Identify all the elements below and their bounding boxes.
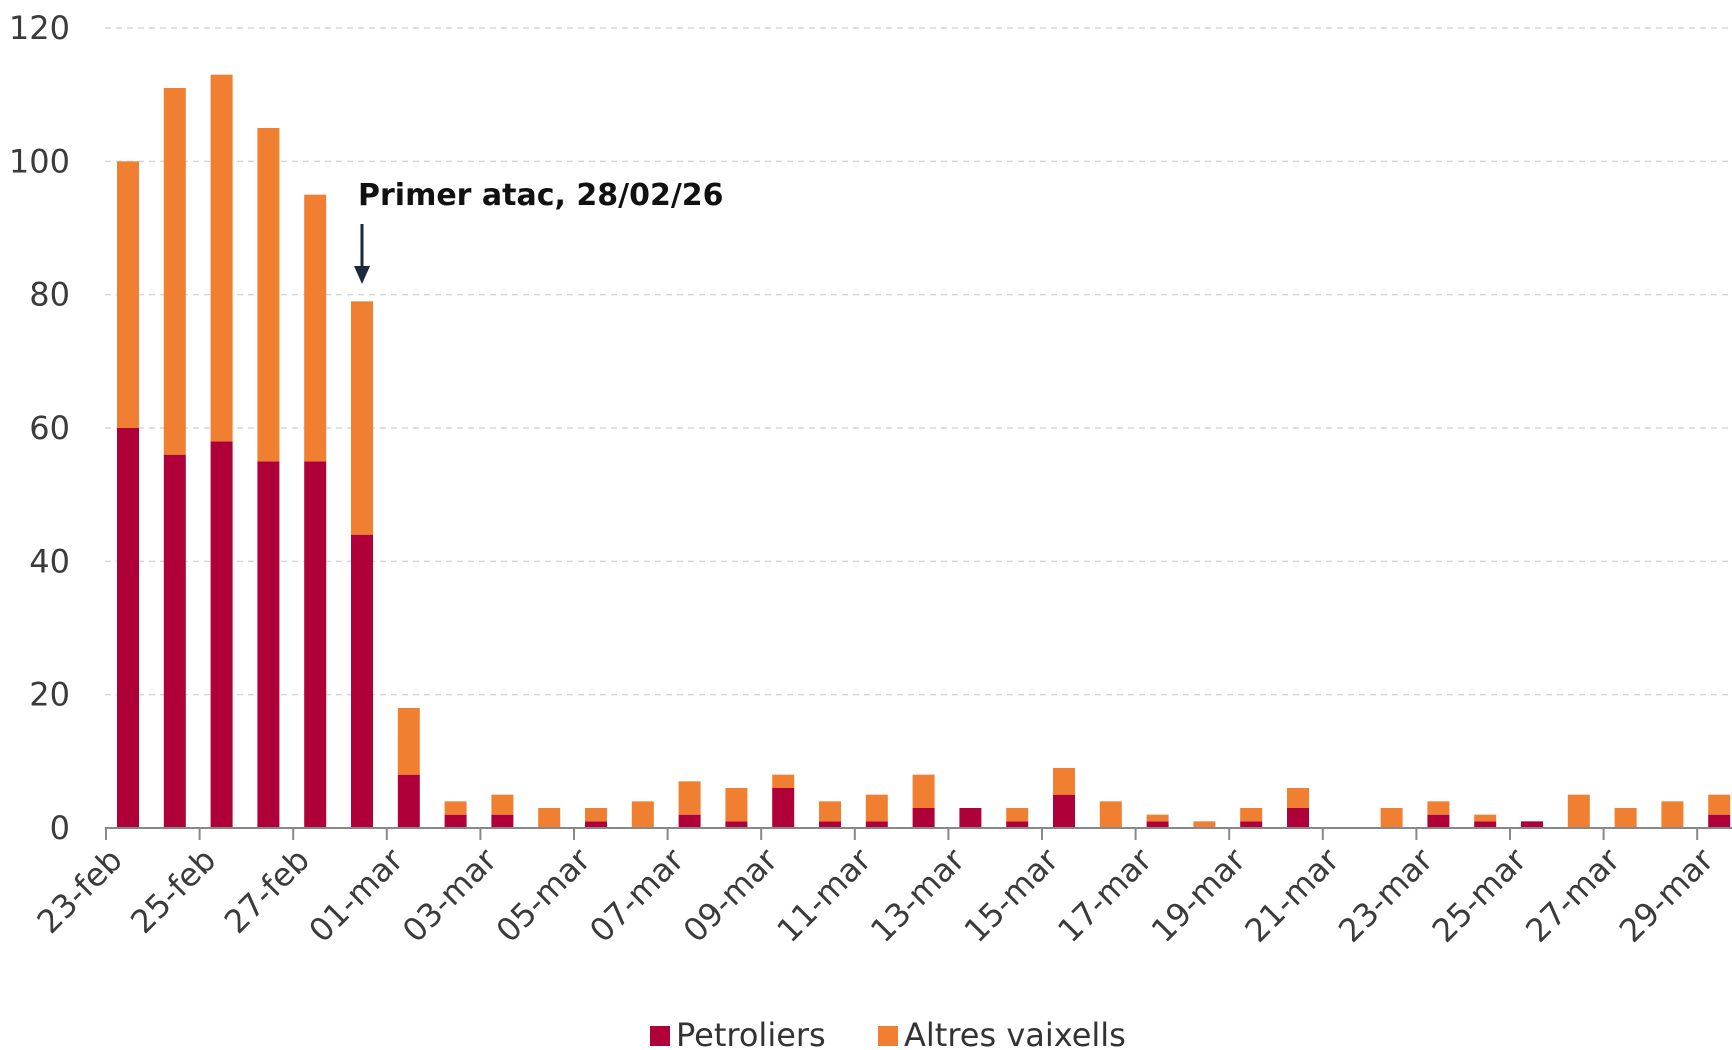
bar-segment-altres-vaixells — [1099, 801, 1122, 828]
x-tick-label: 01-mar — [301, 840, 411, 950]
bar-segment-altres-vaixells — [491, 794, 514, 815]
bar-segment-petroliers — [117, 428, 139, 828]
bar-segment-altres-vaixells — [1146, 814, 1169, 822]
y-tick-label: 100 — [9, 142, 70, 180]
annotation: Primer atac, 28/02/26 — [354, 178, 724, 284]
legend-swatch-altres-vaixells — [878, 1026, 898, 1046]
bar-segment-altres-vaixells — [585, 808, 607, 822]
y-tick-label: 0 — [50, 809, 70, 847]
y-tick-label: 20 — [29, 676, 70, 714]
bar-segment-altres-vaixells — [865, 794, 888, 822]
bar-segment-petroliers — [1474, 821, 1497, 828]
x-tick-label: 17-mar — [1050, 840, 1160, 950]
bar-segment-petroliers — [865, 821, 888, 828]
bar-segment-petroliers — [819, 821, 841, 828]
bar-segment-petroliers — [1287, 808, 1309, 828]
bar-segment-altres-vaixells — [1474, 814, 1497, 822]
bar-segment-petroliers — [912, 808, 935, 828]
bar-segment-altres-vaixells — [819, 801, 841, 822]
x-tick-label: 15-mar — [957, 840, 1067, 950]
x-tick-label: 03-mar — [395, 840, 505, 950]
bar-segment-altres-vaixells — [397, 708, 420, 775]
x-tick-label: 09-mar — [676, 840, 786, 950]
bar-segment-altres-vaixells — [257, 128, 280, 462]
legend-label-altres-vaixells: Altres vaixells — [904, 1016, 1126, 1050]
bar-segment-petroliers — [725, 821, 748, 828]
bar-segment-altres-vaixells — [1006, 808, 1029, 822]
bar-segment-altres-vaixells — [304, 194, 327, 462]
bar-segment-petroliers — [1006, 821, 1029, 828]
bar-segment-altres-vaixells — [1193, 821, 1216, 828]
bar-segment-petroliers — [678, 814, 701, 828]
y-tick-label: 80 — [29, 276, 70, 314]
bar-segment-petroliers — [257, 461, 280, 828]
x-tick-label: 11-mar — [769, 840, 879, 950]
bar-segment-petroliers — [1240, 821, 1263, 828]
y-axis-ticks: 0 20 40 60 80 100 120 — [9, 9, 70, 847]
x-axis-ticks: 23-feb25-feb27-feb01-mar03-mar05-mar07-m… — [30, 828, 1722, 950]
gridlines — [105, 27, 1732, 696]
x-tick-label: 21-mar — [1237, 840, 1347, 950]
legend: Petroliers Altres vaixells — [650, 1016, 1126, 1050]
x-tick-label: 05-mar — [489, 840, 599, 950]
x-tick-label: 25-feb — [123, 841, 223, 941]
bar-segment-altres-vaixells — [725, 788, 748, 822]
bar-segment-petroliers — [397, 774, 420, 828]
legend-swatch-petroliers — [650, 1026, 670, 1046]
bar-segment-altres-vaixells — [1708, 794, 1731, 815]
bar-segment-petroliers — [163, 454, 186, 828]
annotation-text: Primer atac, 28/02/26 — [358, 178, 724, 213]
bar-segment-altres-vaixells — [210, 74, 233, 442]
bar-segment-petroliers — [444, 814, 467, 828]
bars — [117, 74, 1731, 828]
x-tick-label: 23-mar — [1331, 840, 1441, 950]
bar-segment-petroliers — [351, 534, 373, 828]
bar-segment-altres-vaixells — [1661, 801, 1684, 828]
bar-segment-altres-vaixells — [1427, 801, 1450, 815]
bar-segment-altres-vaixells — [1287, 788, 1309, 808]
x-tick-label: 27-feb — [217, 841, 317, 941]
y-tick-label: 120 — [9, 9, 70, 47]
bar-segment-petroliers — [772, 788, 795, 828]
x-tick-label: 27-mar — [1518, 840, 1628, 950]
bar-segment-altres-vaixells — [351, 301, 373, 535]
bar-segment-altres-vaixells — [678, 781, 701, 815]
bar-segment-altres-vaixells — [163, 88, 186, 455]
bar-segment-altres-vaixells — [772, 774, 795, 788]
bar-segment-petroliers — [959, 808, 982, 828]
y-tick-label: 40 — [29, 542, 70, 580]
bar-segment-petroliers — [1146, 821, 1169, 828]
bar-segment-altres-vaixells — [538, 808, 561, 828]
legend-label-petroliers: Petroliers — [676, 1016, 826, 1050]
bar-segment-petroliers — [1708, 814, 1731, 828]
bar-segment-altres-vaixells — [1380, 808, 1403, 828]
bar-segment-petroliers — [585, 821, 607, 828]
bar-segment-petroliers — [1521, 821, 1543, 828]
bar-segment-petroliers — [491, 814, 514, 828]
x-tick-label: 23-feb — [30, 841, 130, 941]
x-tick-label: 07-mar — [582, 840, 692, 950]
bar-segment-petroliers — [210, 441, 233, 828]
bar-segment-altres-vaixells — [1053, 768, 1075, 795]
bar-segment-petroliers — [304, 461, 327, 828]
bar-segment-altres-vaixells — [1567, 794, 1590, 828]
bar-segment-altres-vaixells — [117, 161, 139, 429]
x-tick-label: 25-mar — [1425, 840, 1535, 950]
x-tick-label: 29-mar — [1612, 840, 1722, 950]
bar-segment-petroliers — [1427, 814, 1450, 828]
x-tick-label: 19-mar — [1144, 840, 1254, 950]
annotation-arrow-head — [354, 266, 370, 284]
bar-segment-altres-vaixells — [631, 801, 654, 828]
bar-segment-altres-vaixells — [912, 774, 935, 808]
bar-segment-altres-vaixells — [1614, 808, 1637, 828]
bar-segment-petroliers — [1053, 794, 1075, 828]
y-tick-label: 60 — [29, 409, 70, 447]
bar-segment-altres-vaixells — [1240, 808, 1263, 822]
x-tick-label: 13-mar — [863, 840, 973, 950]
bar-segment-altres-vaixells — [444, 801, 467, 815]
